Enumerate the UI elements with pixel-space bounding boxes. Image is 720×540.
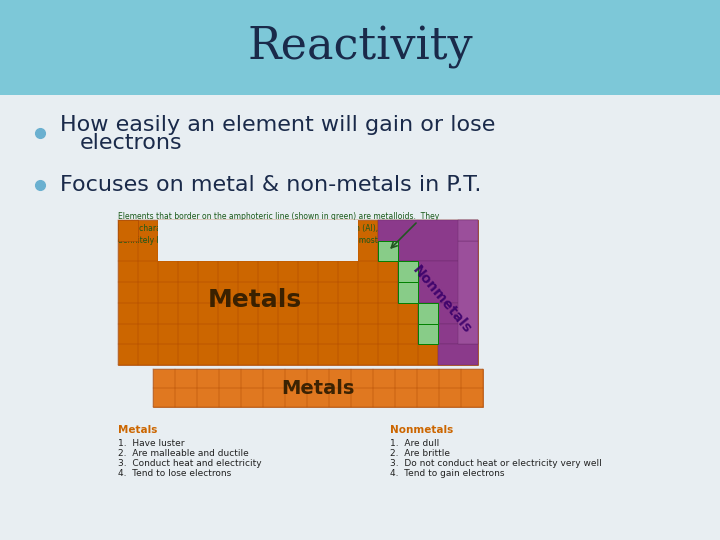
Bar xyxy=(458,241,478,345)
Bar xyxy=(118,220,478,365)
Text: Metals: Metals xyxy=(118,425,158,435)
Bar xyxy=(378,220,478,261)
Bar xyxy=(118,220,138,241)
FancyBboxPatch shape xyxy=(0,0,720,95)
Text: Nonmetals: Nonmetals xyxy=(390,425,454,435)
Bar xyxy=(378,241,398,261)
Bar xyxy=(418,303,478,323)
Text: 4.  Tend to lose electrons: 4. Tend to lose electrons xyxy=(118,469,231,478)
Text: 2.  Are malleable and ductile: 2. Are malleable and ductile xyxy=(118,449,248,458)
Text: Metals: Metals xyxy=(208,288,302,312)
Text: Focuses on metal & non-metals in P.T.: Focuses on metal & non-metals in P.T. xyxy=(60,175,482,195)
Text: Nonmetals: Nonmetals xyxy=(410,263,474,336)
Bar xyxy=(418,323,478,345)
Text: 4.  Tend to gain electrons: 4. Tend to gain electrons xyxy=(390,469,505,478)
Bar xyxy=(398,261,418,282)
Text: 1.  Have luster: 1. Have luster xyxy=(118,439,184,448)
Text: Metals: Metals xyxy=(282,379,355,397)
Text: 3.  Do not conduct heat or electricity very well: 3. Do not conduct heat or electricity ve… xyxy=(390,459,602,468)
Text: How easily an element will gain or lose: How easily an element will gain or lose xyxy=(60,115,495,135)
Bar xyxy=(418,323,438,345)
Text: 2.  Are brittle: 2. Are brittle xyxy=(390,449,450,458)
Text: 3.  Conduct heat and electricity: 3. Conduct heat and electricity xyxy=(118,459,261,468)
Bar xyxy=(438,345,478,365)
Text: 1.  Are dull: 1. Are dull xyxy=(390,439,439,448)
Text: electrons: electrons xyxy=(80,133,183,153)
Bar xyxy=(398,261,478,303)
Text: Elements that border on the amphoteric line (shown in green) are metalloids.  Th: Elements that border on the amphoteric l… xyxy=(118,212,439,245)
Bar xyxy=(153,369,483,407)
Bar xyxy=(418,303,438,323)
Text: Reactivity: Reactivity xyxy=(247,26,473,69)
Bar xyxy=(458,220,478,241)
Bar xyxy=(158,220,358,261)
Bar xyxy=(398,282,418,303)
